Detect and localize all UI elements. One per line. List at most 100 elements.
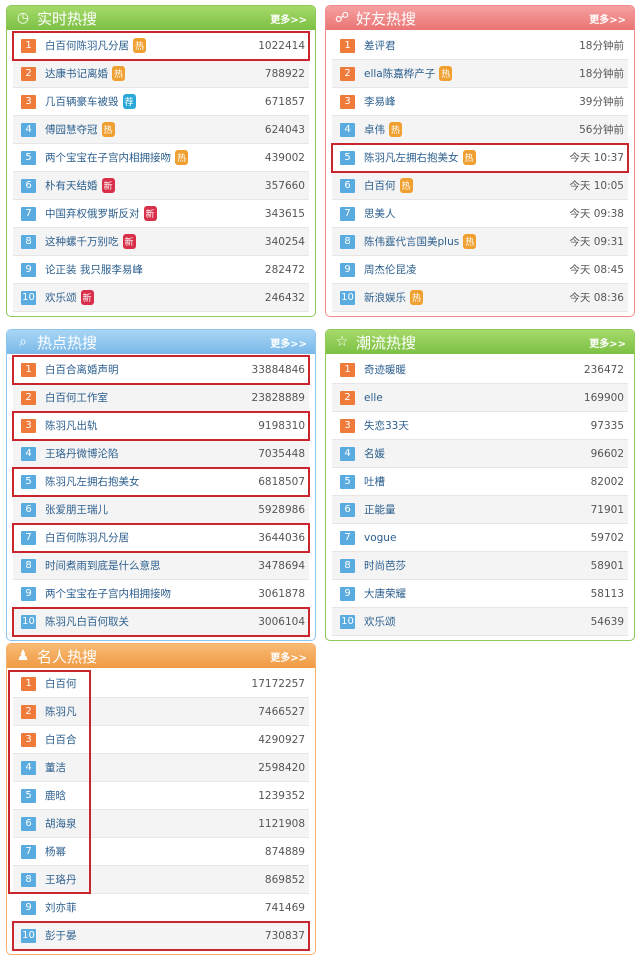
item-link[interactable]: 思美人 <box>364 208 396 220</box>
list-item[interactable]: 10 彭于晏 730837 <box>12 921 310 951</box>
list-item[interactable]: 3 陈羽凡出轨 9198310 <box>12 411 310 441</box>
item-link[interactable]: 陈羽凡白百何取关 <box>45 616 129 628</box>
item-link[interactable]: 吐槽 <box>364 476 385 488</box>
item-link[interactable]: 李易峰 <box>364 96 396 108</box>
item-link[interactable]: 论正装 我只服李易峰 <box>45 264 143 276</box>
list-item[interactable]: 8 时间煮雨到底是什么意思 3478694 <box>13 552 309 580</box>
list-item[interactable]: 9 周杰伦昆凌 今天 08:45 <box>332 256 628 284</box>
item-link[interactable]: 欢乐颂 <box>364 616 396 628</box>
item-link[interactable]: 中国弃权俄罗斯反对 <box>45 208 140 220</box>
item-link[interactable]: 陈羽凡左拥右抱美女 <box>45 476 140 488</box>
item-link[interactable]: 正能量 <box>364 504 396 516</box>
list-item[interactable]: 4 傅园慧夺冠热 624043 <box>13 116 309 144</box>
item-link[interactable]: 新浪娱乐 <box>364 292 406 304</box>
list-item[interactable]: 5 吐槽 82002 <box>332 468 628 496</box>
list-item[interactable]: 8 陈伟霆代言国美plus 热 今天 09:31 <box>332 228 628 256</box>
item-link[interactable]: 卓伟 <box>364 124 385 136</box>
list-item[interactable]: 9 刘亦菲 741469 <box>13 894 309 922</box>
item-link[interactable]: 两个宝宝在子宫内相拥接吻 <box>45 152 171 164</box>
more-link[interactable]: 更多>> <box>270 338 307 350</box>
list-item[interactable]: 3 白百合 4290927 <box>13 726 309 754</box>
item-link[interactable]: 大唐荣耀 <box>364 588 406 600</box>
item-link[interactable]: 张爱朋王瑞儿 <box>45 504 108 516</box>
list-item[interactable]: 6 张爱朋王瑞儿 5928986 <box>13 496 309 524</box>
list-item[interactable]: 8 王珞丹 869852 <box>13 866 309 894</box>
item-link[interactable]: 失恋33天 <box>364 420 409 432</box>
item-link[interactable]: 王珞丹 <box>45 874 77 886</box>
list-item[interactable]: 2 ella陈嘉桦产子热 18分钟前 <box>332 60 628 88</box>
list-item[interactable]: 7 中国弃权俄罗斯反对新 343615 <box>13 200 309 228</box>
item-link[interactable]: elle <box>364 391 383 404</box>
list-item[interactable]: 4 卓伟热 56分钟前 <box>332 116 628 144</box>
item-link[interactable]: 白百何 <box>45 678 77 690</box>
list-item[interactable]: 7 杨幂 874889 <box>13 838 309 866</box>
item-link[interactable]: 奇迹暖暖 <box>364 364 406 376</box>
list-item[interactable]: 9 论正装 我只服李易峰 282472 <box>13 256 309 284</box>
list-item[interactable]: 5 陈羽凡左拥右抱美女热 今天 10:37 <box>331 143 629 173</box>
list-item[interactable]: 4 王珞丹微博沦陷 7035448 <box>13 440 309 468</box>
list-item[interactable]: 5 陈羽凡左拥右抱美女 6818507 <box>12 467 310 497</box>
item-link[interactable]: 王珞丹微博沦陷 <box>45 448 119 460</box>
list-item[interactable]: 10 陈羽凡白百何取关 3006104 <box>12 607 310 637</box>
list-item[interactable]: 3 失恋33天 97335 <box>332 412 628 440</box>
list-item[interactable]: 9 大唐荣耀 58113 <box>332 580 628 608</box>
list-item[interactable]: 4 名媛 96602 <box>332 440 628 468</box>
item-link[interactable]: 白百合 <box>45 734 77 746</box>
list-item[interactable]: 10 新浪娱乐热 今天 08:36 <box>332 284 628 312</box>
list-item[interactable]: 2 达康书记离婚热 788922 <box>13 60 309 88</box>
item-link[interactable]: 朴有天结婚 <box>45 180 98 192</box>
list-item[interactable]: 6 正能量 71901 <box>332 496 628 524</box>
list-item[interactable]: 1 白百何 17172257 <box>13 670 309 698</box>
list-item[interactable]: 3 李易峰 39分钟前 <box>332 88 628 116</box>
item-link[interactable]: 差评君 <box>364 40 396 52</box>
more-link[interactable]: 更多>> <box>270 14 307 26</box>
list-item[interactable]: 5 两个宝宝在子宫内相拥接吻热 439002 <box>13 144 309 172</box>
item-link[interactable]: 白百何陈羽凡分居 <box>45 532 129 544</box>
list-item[interactable]: 1 差评君 18分钟前 <box>332 32 628 60</box>
more-link[interactable]: 更多>> <box>589 338 626 350</box>
list-item[interactable]: 2 陈羽凡 7466527 <box>13 698 309 726</box>
item-link[interactable]: 时间煮雨到底是什么意思 <box>45 560 161 572</box>
item-link[interactable]: 白百何 <box>364 180 396 192</box>
list-item[interactable]: 1 白百合离婚声明 33884846 <box>12 355 310 385</box>
list-item[interactable]: 7 白百何陈羽凡分居 3644036 <box>12 523 310 553</box>
item-link[interactable]: 两个宝宝在子宫内相拥接吻 <box>45 588 171 600</box>
item-link[interactable]: 陈羽凡出轨 <box>45 420 98 432</box>
list-item[interactable]: 1 白百何陈羽凡分居热 1022414 <box>12 31 310 61</box>
item-link[interactable]: 陈羽凡 <box>45 706 77 718</box>
item-link[interactable]: 董洁 <box>45 762 66 774</box>
item-link[interactable]: 达康书记离婚 <box>45 68 108 80</box>
item-link[interactable]: ella陈嘉桦产子 <box>364 68 436 80</box>
list-item[interactable]: 9 两个宝宝在子宫内相拥接吻 3061878 <box>13 580 309 608</box>
item-link[interactable]: 刘亦菲 <box>45 902 77 914</box>
item-link[interactable]: 胡海泉 <box>45 818 77 830</box>
list-item[interactable]: 4 董洁 2598420 <box>13 754 309 782</box>
item-link[interactable]: 时尚芭莎 <box>364 560 406 572</box>
list-item[interactable]: 10 欢乐颂新 246432 <box>13 284 309 312</box>
item-link[interactable]: 鹿晗 <box>45 790 66 802</box>
item-link[interactable]: 名媛 <box>364 448 385 460</box>
item-link[interactable]: 杨幂 <box>45 846 66 858</box>
list-item[interactable]: 6 朴有天结婚新 357660 <box>13 172 309 200</box>
list-item[interactable]: 8 时尚芭莎 58901 <box>332 552 628 580</box>
item-link[interactable]: 彭于晏 <box>45 930 77 942</box>
item-link[interactable]: vogue <box>364 531 397 544</box>
more-link[interactable]: 更多>> <box>589 14 626 26</box>
item-link[interactable]: 傅园慧夺冠 <box>45 124 98 136</box>
more-link[interactable]: 更多>> <box>270 652 307 664</box>
item-link[interactable]: 欢乐颂 <box>45 292 77 304</box>
list-item[interactable]: 6 白百何热 今天 10:05 <box>332 172 628 200</box>
item-link[interactable]: 白百何陈羽凡分居 <box>45 40 129 52</box>
list-item[interactable]: 7 思美人 今天 09:38 <box>332 200 628 228</box>
list-item[interactable]: 8 这种螺千万别吃新 340254 <box>13 228 309 256</box>
list-item[interactable]: 5 鹿晗 1239352 <box>13 782 309 810</box>
item-link[interactable]: 几百辆豪车被毁 <box>45 96 119 108</box>
list-item[interactable]: 2 elle 169900 <box>332 384 628 412</box>
list-item[interactable]: 2 白百何工作室 23828889 <box>13 384 309 412</box>
item-link[interactable]: 白百何工作室 <box>45 392 108 404</box>
item-link[interactable]: 周杰伦昆凌 <box>364 264 417 276</box>
list-item[interactable]: 6 胡海泉 1121908 <box>13 810 309 838</box>
item-link[interactable]: 陈伟霆代言国美plus <box>364 236 460 248</box>
item-link[interactable]: 这种螺千万别吃 <box>45 236 119 248</box>
item-link[interactable]: 陈羽凡左拥右抱美女 <box>364 152 459 164</box>
